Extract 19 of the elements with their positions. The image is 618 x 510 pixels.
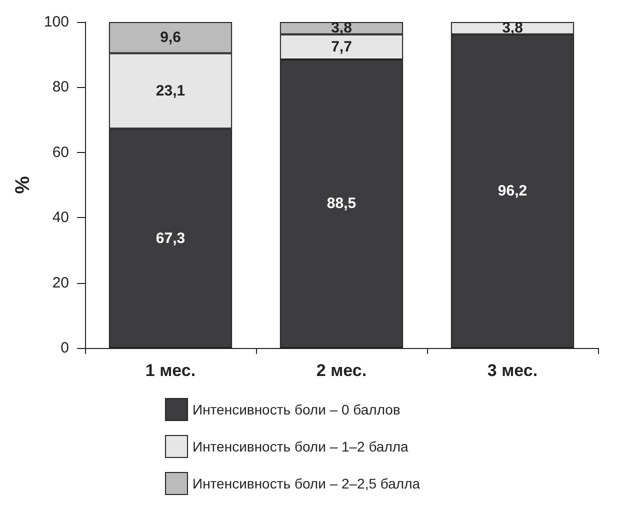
legend-label: Интенсивность боли – 2–2,5 балла xyxy=(192,476,420,492)
data-label: 7,7 xyxy=(331,38,352,56)
x-tick-label: 1 мес. xyxy=(145,361,196,380)
data-label: 88,5 xyxy=(326,195,356,212)
x-tick-label: 2 мес. xyxy=(316,361,367,380)
y-axis-title: % xyxy=(12,176,34,194)
legend-label: Интенсивность боли – 0 баллов xyxy=(192,402,400,418)
y-tick-label: 60 xyxy=(52,144,69,161)
x-tick-label: 3 мес. xyxy=(487,361,538,380)
y-tick-label: 40 xyxy=(52,209,69,226)
y-tick-label: 80 xyxy=(52,78,69,96)
data-label: 9,6 xyxy=(160,29,181,46)
y-tick-label: 0 xyxy=(60,340,69,356)
data-label: 96,2 xyxy=(498,182,528,200)
data-label: 23,1 xyxy=(156,82,186,100)
y-tick-label: 20 xyxy=(52,274,69,292)
data-label: 67,3 xyxy=(156,230,186,247)
y-tick-label: 100 xyxy=(44,14,69,30)
legend-label: Интенсивность боли – 1–2 балла xyxy=(192,438,409,454)
